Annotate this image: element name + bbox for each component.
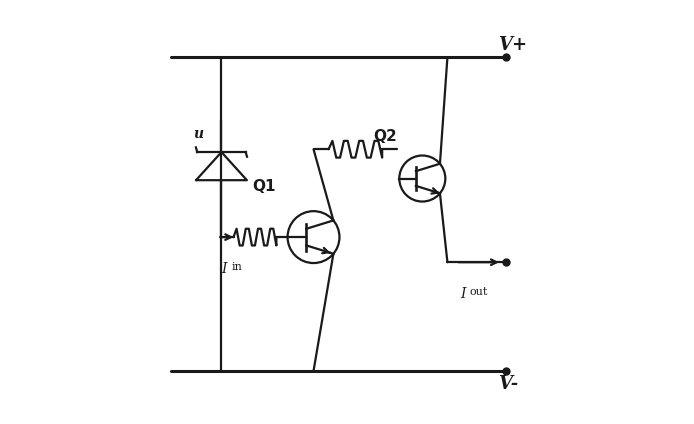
Text: in: in: [232, 262, 243, 272]
Text: u: u: [194, 127, 203, 141]
Text: V-: V-: [498, 374, 518, 393]
Text: Q1: Q1: [253, 179, 276, 194]
Text: Q2: Q2: [373, 129, 397, 144]
Text: I: I: [221, 262, 227, 276]
Text: I: I: [460, 287, 466, 301]
Text: V+: V+: [498, 36, 527, 53]
Text: out: out: [469, 287, 488, 297]
